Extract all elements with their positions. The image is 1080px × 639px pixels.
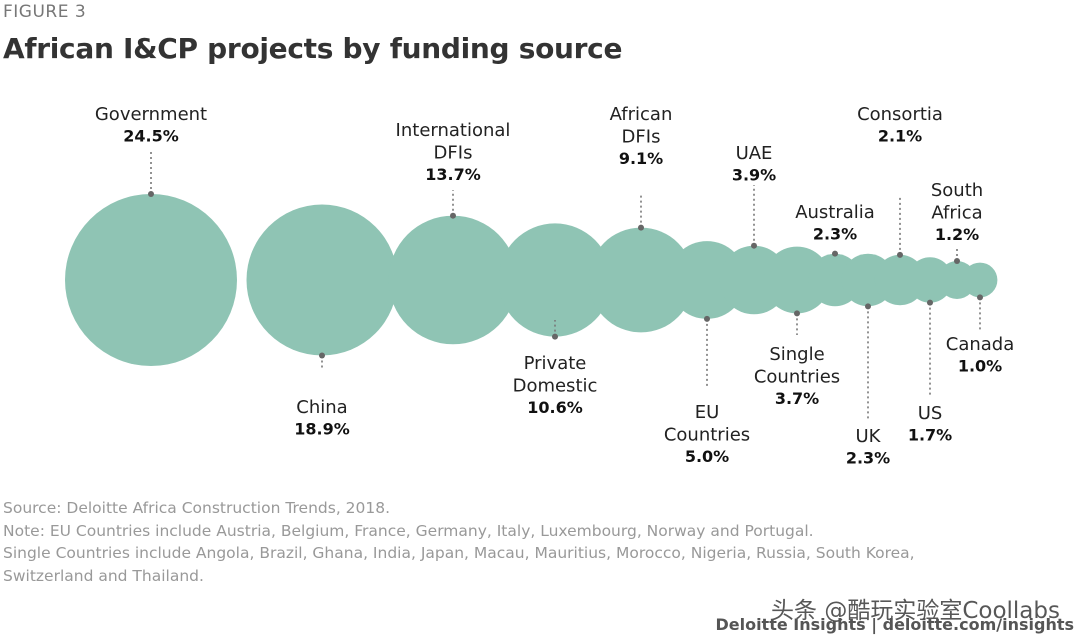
label-name-eu-countries: EU	[695, 402, 720, 423]
bubble-government	[65, 194, 237, 366]
label-name-australia: Australia	[795, 202, 875, 223]
bubble-us	[907, 257, 953, 303]
label-name-china: China	[296, 397, 347, 418]
label-name-uae: UAE	[736, 143, 773, 164]
label-value-us: 1.7%	[908, 426, 952, 445]
label-value-eu-countries: 5.0%	[685, 447, 729, 466]
figure-label: FIGURE 3	[3, 2, 87, 22]
chart-notes: Source: Deloitte Africa Construction Tre…	[3, 497, 915, 587]
anchor-dot-consortia	[897, 251, 903, 258]
single-countries-note: Single Countries include Angola, Brazil,…	[3, 544, 915, 562]
anchor-dot-single-countries	[794, 310, 800, 317]
label-value-private-domestic: 10.6%	[527, 398, 583, 417]
label-value-consortia: 2.1%	[878, 127, 922, 146]
anchor-dot-international-dfis	[450, 212, 456, 219]
label-value-south-africa: 1.2%	[935, 225, 979, 244]
label-name-us: US	[918, 403, 943, 424]
label-value-canada: 1.0%	[958, 357, 1002, 376]
eu-countries-note: Note: EU Countries include Austria, Belg…	[3, 521, 814, 540]
anchor-dot-us	[927, 299, 933, 306]
label-name-african-dfis: DFIs	[622, 127, 661, 148]
label-name-south-africa: South	[931, 180, 983, 201]
label-name-consortia: Consortia	[857, 104, 943, 125]
bubble-china	[246, 204, 398, 356]
anchor-dot-china	[319, 352, 325, 359]
anchor-dot-uae	[751, 242, 757, 249]
footer-credit[interactable]: Deloitte Insights | deloitte.com/insight…	[715, 615, 1074, 634]
anchor-dot-african-dfis	[638, 224, 644, 231]
bubble-international-dfis	[388, 215, 518, 345]
bubble-african-dfis	[588, 227, 694, 333]
label-name-south-africa: Africa	[931, 203, 982, 224]
label-value-african-dfis: 9.1%	[619, 149, 663, 168]
label-name-international-dfis: International	[396, 120, 511, 141]
source-note: Source: Deloitte Africa Construction Tre…	[3, 499, 391, 517]
anchor-dot-australia	[832, 250, 838, 257]
label-name-international-dfis: DFIs	[434, 143, 473, 164]
chart-title: African I&CP projects by funding source	[3, 32, 623, 65]
anchor-dot-uk	[865, 303, 871, 310]
label-value-international-dfis: 13.7%	[425, 165, 481, 184]
label-name-private-domestic: Private	[524, 353, 587, 374]
label-name-african-dfis: African	[610, 104, 673, 125]
anchor-dot-eu-countries	[704, 315, 710, 322]
label-value-china: 18.9%	[294, 420, 350, 439]
bubble-canada	[962, 262, 998, 298]
single-countries-note-cont: Switzerland and Thailand.	[3, 566, 204, 585]
label-value-government: 24.5%	[123, 127, 179, 146]
label-name-uk: UK	[856, 426, 882, 447]
label-name-private-domestic: Domestic	[513, 376, 598, 397]
label-name-single-countries: Countries	[754, 367, 840, 388]
label-name-eu-countries: Countries	[664, 425, 750, 446]
anchor-dot-private-domestic	[552, 333, 558, 340]
anchor-dot-south-africa	[954, 257, 960, 264]
label-value-single-countries: 3.7%	[775, 389, 819, 408]
label-name-single-countries: Single	[769, 344, 824, 365]
label-name-government: Government	[95, 104, 207, 125]
anchor-dot-government	[148, 191, 154, 197]
watermark: 头条 @酷玩实验室Coollabs	[771, 598, 1060, 624]
bubble-single-countries	[763, 246, 831, 314]
label-value-uk: 2.3%	[846, 449, 890, 468]
label-value-australia: 2.3%	[813, 225, 857, 244]
anchor-dot-canada	[977, 294, 983, 301]
label-value-uae: 3.9%	[732, 166, 776, 185]
bubble-private-domestic	[498, 223, 612, 337]
label-name-canada: Canada	[946, 334, 1015, 355]
bubble-chart: Government24.5%China18.9%InternationalDF…	[65, 104, 1015, 468]
